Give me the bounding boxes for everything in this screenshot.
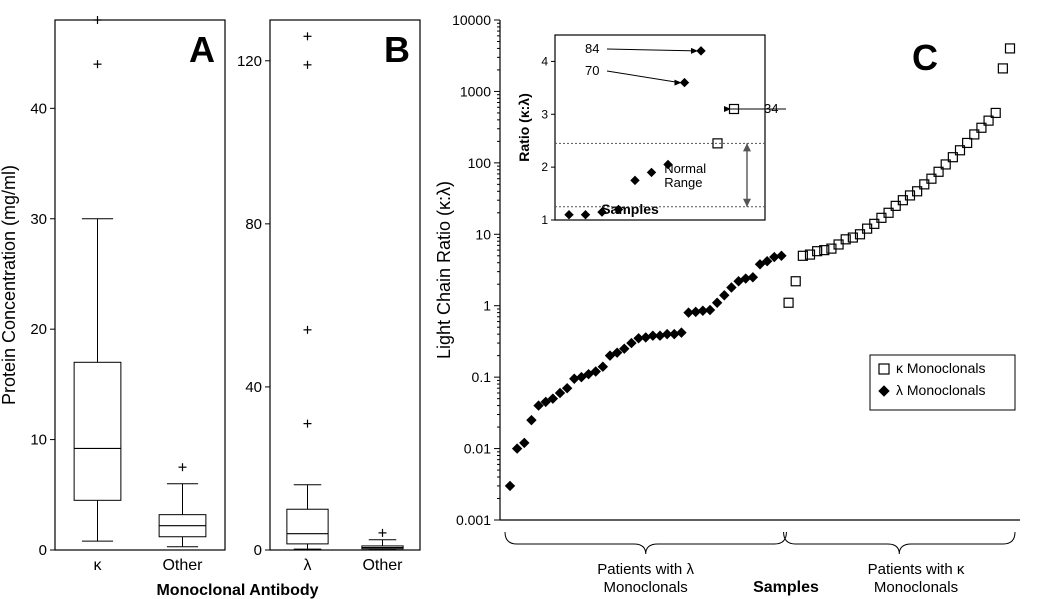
panel-label: B	[384, 29, 410, 70]
inset-ytick: 4	[541, 54, 548, 68]
shared-xlabel-line1: Monoclonal Antibody	[156, 582, 318, 599]
ytick-label: 120	[237, 53, 262, 70]
panel-label: A	[189, 29, 215, 70]
inset-ytick: 3	[541, 107, 548, 121]
legend-label: κ Monoclonals	[896, 360, 986, 376]
ytick-label: 10	[475, 226, 491, 242]
ytick-label: 10	[30, 432, 47, 449]
group-label: Patients with λ	[597, 561, 694, 578]
inset-panel: 1234Ratio (κ:λ)SamplesNormalRange847034	[516, 35, 786, 227]
y-axis-label: Light Chain Ratio (κ:λ)	[434, 181, 454, 359]
inset-ylabel: Ratio (κ:λ)	[516, 93, 532, 161]
ytick-label: 40	[245, 379, 262, 396]
x-axis-label: Samples	[753, 579, 819, 596]
inset-xlabel: Samples	[601, 201, 659, 217]
category-label: Other	[162, 557, 203, 574]
panel-label: C	[912, 37, 938, 78]
group-label: Monoclonals	[603, 579, 687, 596]
ytick-label: 0	[39, 542, 47, 559]
figure-container: 010203040Protein Concentration (mg/ml)κO…	[0, 0, 1050, 599]
group-label: Monoclonals	[874, 579, 958, 596]
y-axis-label: Protein Concentration (mg/ml)	[0, 165, 19, 405]
category-label: λ	[304, 557, 312, 574]
ytick-label: 1000	[460, 83, 491, 99]
ytick-label: 30	[30, 211, 47, 228]
inset-ytick: 2	[541, 160, 548, 174]
boxplot-panel: 0 10 20 30 40 Protein Concentration (mg/ml) κ O…	[0, 16, 225, 574]
callout-label: 34	[764, 101, 778, 116]
ytick-label: 20	[30, 321, 47, 338]
figure-svg: 010203040Protein Concentration (mg/ml)κO…	[0, 0, 1050, 599]
legend-label: λ Monoclonals	[896, 382, 986, 398]
category-label: κ	[94, 557, 103, 574]
ytick-label: 1	[483, 298, 491, 314]
callout-label: 70	[585, 63, 599, 78]
boxplot-panel: 0 40 80 120 λ Other B	[237, 20, 420, 574]
category-label: Other	[362, 557, 403, 574]
normal-range-label: Range	[664, 175, 702, 190]
callout-label: 84	[585, 41, 599, 56]
ytick-label: 40	[30, 100, 47, 117]
ytick-label: 0	[254, 542, 262, 559]
group-label: Patients with κ	[868, 561, 965, 578]
ytick-label: 0.01	[464, 441, 491, 457]
ytick-label: 80	[245, 216, 262, 233]
inset-ytick: 1	[541, 213, 548, 227]
ytick-label: 0.001	[456, 512, 491, 528]
ytick-label: 10000	[452, 12, 491, 28]
ytick-label: 100	[468, 155, 492, 171]
ytick-label: 0.1	[472, 369, 492, 385]
